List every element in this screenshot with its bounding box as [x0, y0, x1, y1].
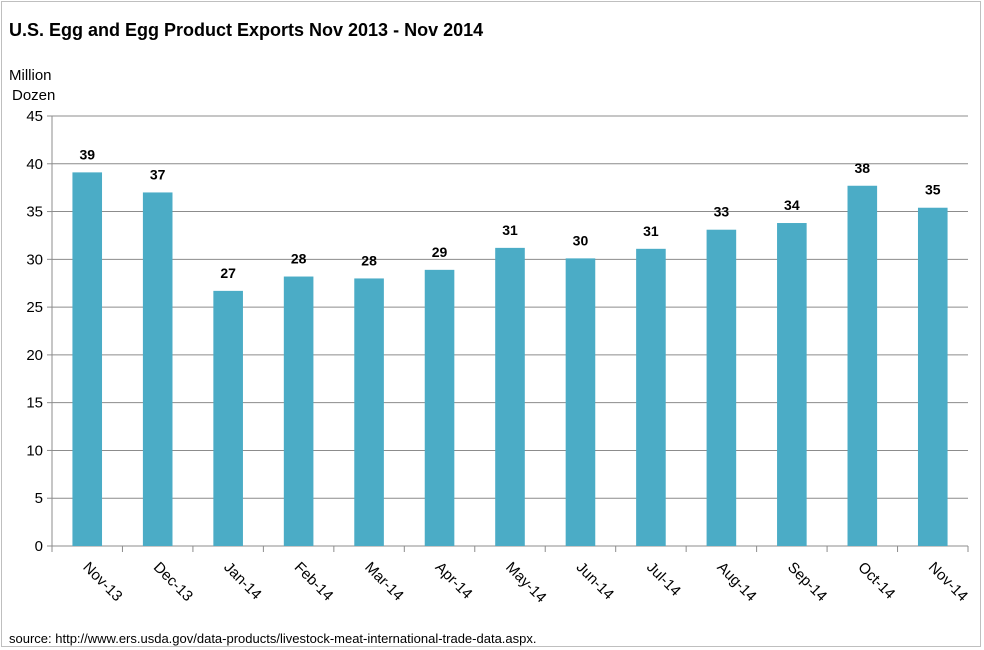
bar	[706, 229, 737, 546]
bar	[354, 278, 384, 546]
y-tick-label: 25	[26, 299, 43, 316]
data-label: 38	[855, 160, 871, 176]
x-tick-label: Dec-13	[150, 559, 196, 605]
data-label: 35	[925, 182, 941, 198]
data-label: 29	[432, 244, 448, 260]
bar	[917, 207, 948, 546]
bar	[213, 290, 243, 546]
data-label: 28	[291, 251, 307, 267]
chart-title: U.S. Egg and Egg Product Exports Nov 201…	[9, 20, 484, 40]
data-label: 30	[573, 232, 589, 248]
y-tick-label: 30	[26, 251, 43, 268]
data-label: 28	[361, 252, 377, 268]
y-axis-label-line-1: Million	[9, 67, 52, 84]
data-label: 37	[150, 166, 166, 182]
bar	[777, 223, 807, 546]
y-tick-label: 45	[26, 108, 43, 125]
bar	[142, 192, 173, 546]
y-tick-label: 40	[26, 156, 43, 173]
bar	[565, 258, 596, 546]
y-axis-label: Million Dozen	[9, 66, 55, 106]
x-tick-label: Nov-13	[79, 559, 125, 605]
x-tick-label: Jun-14	[573, 559, 617, 603]
data-label: 27	[220, 265, 236, 281]
x-tick-label: Feb-14	[291, 559, 337, 605]
y-tick-label: 20	[26, 347, 43, 364]
x-tick-label: May-14	[502, 559, 549, 606]
x-tick-label: Jan-14	[220, 559, 264, 603]
y-tick-label: 0	[35, 538, 43, 555]
x-tick-label: Aug-14	[714, 559, 760, 605]
bar	[847, 185, 878, 546]
y-tick-label: 10	[26, 442, 43, 459]
x-tick-label: Jul-14	[643, 559, 684, 600]
bar	[424, 269, 455, 546]
data-label: 33	[714, 204, 730, 220]
data-label: 34	[784, 197, 800, 213]
y-tick-label: 5	[35, 490, 43, 507]
bar	[636, 248, 666, 547]
bar	[495, 247, 525, 546]
source-note: source: http://www.ers.usda.gov/data-pro…	[9, 631, 537, 646]
bar	[283, 276, 314, 546]
x-tick-label: Nov-14	[925, 559, 971, 605]
x-tick-label: Sep-14	[784, 559, 830, 605]
y-axis-label-line-2: Dozen	[12, 87, 56, 104]
x-tick-label: Mar-14	[361, 559, 407, 605]
x-tick-label: Apr-14	[432, 559, 476, 603]
data-label: 31	[643, 223, 659, 239]
y-tick-label: 35	[26, 204, 43, 221]
data-label: 39	[79, 146, 95, 162]
data-label: 31	[502, 222, 518, 238]
x-tick-label: Oct-14	[854, 559, 898, 603]
bar	[72, 172, 103, 546]
y-tick-label: 15	[26, 395, 43, 412]
